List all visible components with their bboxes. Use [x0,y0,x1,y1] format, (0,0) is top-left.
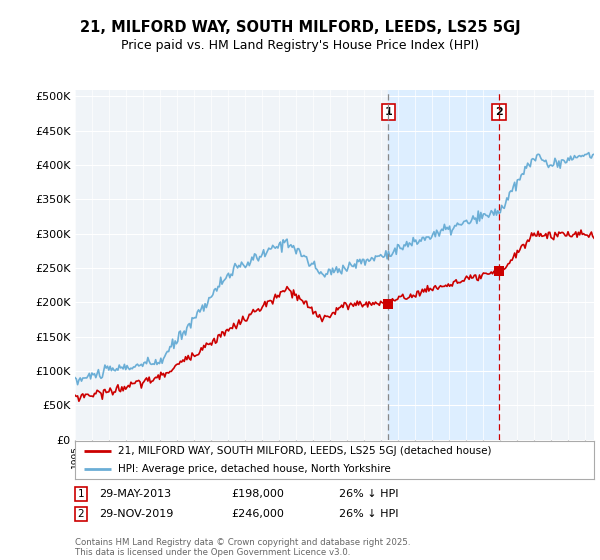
Text: 21, MILFORD WAY, SOUTH MILFORD, LEEDS, LS25 5GJ: 21, MILFORD WAY, SOUTH MILFORD, LEEDS, L… [80,20,520,35]
Text: 1: 1 [77,489,85,499]
Text: 29-MAY-2013: 29-MAY-2013 [99,489,171,499]
Bar [388,90,499,440]
Text: 1: 1 [385,108,392,117]
Text: HPI: Average price, detached house, North Yorkshire: HPI: Average price, detached house, Nort… [118,464,391,474]
Text: 2: 2 [77,509,85,519]
Text: 29-NOV-2019: 29-NOV-2019 [99,509,173,519]
Text: Contains HM Land Registry data © Crown copyright and database right 2025.
This d: Contains HM Land Registry data © Crown c… [75,538,410,557]
Text: £198,000: £198,000 [231,489,284,499]
Text: Price paid vs. HM Land Registry's House Price Index (HPI): Price paid vs. HM Land Registry's House … [121,39,479,52]
Text: 26% ↓ HPI: 26% ↓ HPI [339,489,398,499]
Text: 26% ↓ HPI: 26% ↓ HPI [339,509,398,519]
Text: 21, MILFORD WAY, SOUTH MILFORD, LEEDS, LS25 5GJ (detached house): 21, MILFORD WAY, SOUTH MILFORD, LEEDS, L… [118,446,491,456]
Text: 2: 2 [495,108,503,117]
Text: £246,000: £246,000 [231,509,284,519]
